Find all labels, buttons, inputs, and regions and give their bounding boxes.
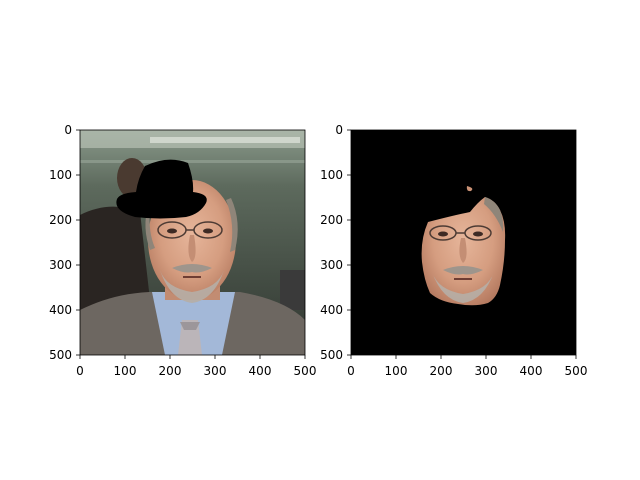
left-y-tick-label: 100 [49,168,72,182]
left-image-axes: 0 100 200 300 400 500 0 100 200 300 400 … [49,123,316,378]
right-x-tick-label: 100 [385,364,408,378]
right-x-axis: 0 100 200 300 400 500 [347,355,587,378]
left-axes-frame [79,129,306,356]
right-x-tick-label: 400 [520,364,543,378]
right-x-tick-label: 0 [347,364,355,378]
right-axes-frame [350,129,577,356]
left-x-tick-label: 500 [294,364,317,378]
hat-mask [116,159,207,219]
left-x-tick-label: 400 [249,364,272,378]
left-x-tick-label: 0 [76,364,84,378]
right-y-tick-label: 400 [320,303,343,317]
left-x-tick-label: 100 [114,364,137,378]
right-x-tick-label: 200 [430,364,453,378]
right-y-tick-label: 200 [320,213,343,227]
left-y-axis: 0 100 200 300 400 500 [49,123,80,362]
left-y-tick-label: 400 [49,303,72,317]
right-y-tick-label: 300 [320,258,343,272]
left-y-tick-label: 500 [49,348,72,362]
right-y-tick-label: 100 [320,168,343,182]
left-y-tick-label: 0 [64,123,72,137]
right-y-axis: 0 100 200 300 400 500 [320,123,351,362]
left-y-tick-label: 300 [49,258,72,272]
right-photo [351,130,576,355]
right-y-tick-label: 500 [320,348,343,362]
left-x-axis: 0 100 200 300 400 500 [76,355,316,378]
left-photo [80,130,305,355]
left-y-tick-label: 200 [49,213,72,227]
right-image-axes: 0 100 200 300 400 500 0 100 200 300 400 … [320,123,587,378]
right-x-tick-label: 300 [475,364,498,378]
right-y-tick-label: 0 [335,123,343,137]
left-x-tick-label: 300 [204,364,227,378]
right-x-tick-label: 500 [565,364,588,378]
left-x-tick-label: 200 [159,364,182,378]
